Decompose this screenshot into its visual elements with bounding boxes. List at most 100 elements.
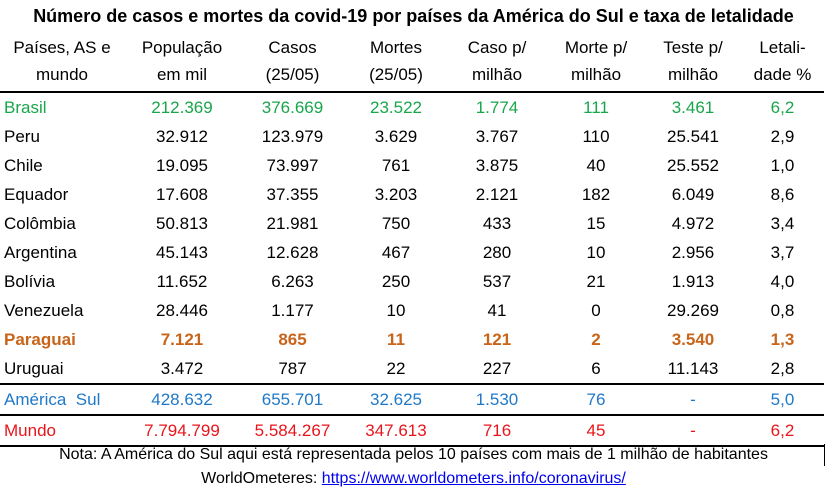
- cell-tests-per-million: 25.552: [667, 156, 719, 175]
- header-cases-per-million: Caso p/milhão: [447, 32, 547, 93]
- cell-cases: 21.981: [266, 214, 319, 233]
- header-row: Países, AS e mundo População em mil Casos(…: [0, 32, 824, 93]
- cell-population: 19.095: [156, 156, 208, 175]
- cell-population: 7.794.799: [124, 415, 240, 447]
- cell-lethality: 2,8: [741, 354, 824, 385]
- note-divider: [824, 444, 825, 466]
- cell-deaths-per-million: 182: [581, 185, 611, 204]
- cell-cases: 5.584.267: [240, 415, 345, 447]
- header-deaths-per-million: Morte p/milhão: [547, 32, 645, 93]
- header-lethality: Letali-dade %: [741, 32, 824, 93]
- cell-deaths: 11: [387, 330, 405, 349]
- cell-cases-per-million: 280: [482, 243, 512, 262]
- cell-tests-per-million: 3.540: [671, 330, 715, 349]
- cell-deaths-per-million: 111: [583, 98, 609, 117]
- cell-lethality: 1,0: [770, 156, 795, 175]
- cell-country: Bolívia: [4, 272, 56, 291]
- cell-cases-per-million: 537: [482, 272, 512, 291]
- cell-lethality: 0,8: [770, 301, 795, 320]
- cell-tests-per-million: -: [645, 415, 741, 447]
- cell-lethality: 5,0: [741, 384, 824, 416]
- cell-cases: 37.355: [266, 185, 319, 204]
- cell-tests-per-million: -: [645, 384, 741, 416]
- cell-cases: 73.997: [266, 156, 319, 175]
- cell-lethality: 6,2: [741, 415, 824, 447]
- cell-deaths: 22: [345, 354, 447, 385]
- cell-tests-per-million: 1.913: [671, 272, 715, 291]
- table-title: Número de casos e mortes da covid-19 por…: [33, 6, 794, 26]
- cell-deaths-per-million: 6: [547, 354, 645, 385]
- cell-deaths: 347.613: [345, 415, 447, 447]
- cell-country: Paraguai: [4, 330, 76, 349]
- cell-population: 50.813: [156, 214, 208, 233]
- cell-country: Uruguai: [0, 354, 124, 385]
- cell-cases-per-million: 716: [447, 415, 547, 447]
- cell-deaths: 10: [386, 301, 406, 320]
- row-venezuela: Venezuela 28.446 1.177 10 41 0 29.269 0,…: [0, 296, 824, 325]
- cell-lethality: 4,0: [770, 272, 795, 291]
- row-chile: Chile 19.095 73.997 761 3.875 40 25.552 …: [0, 151, 824, 180]
- cell-lethality: 6,2: [770, 98, 795, 117]
- row-peru: Peru 32.912 123.979 3.629 3.767 110 25.5…: [0, 122, 824, 151]
- cell-deaths-per-million: 21: [586, 272, 606, 291]
- cell-population: 212.369: [151, 98, 213, 117]
- cell-lethality: 2,9: [770, 127, 795, 146]
- header-country: Países, AS e mundo: [0, 32, 124, 93]
- cell-tests-per-million: 29.269: [667, 301, 719, 320]
- cell-cases-per-million: 41: [487, 301, 507, 320]
- cell-lethality: 1,3: [770, 330, 795, 349]
- cell-population: 7.121: [160, 330, 204, 349]
- cell-cases-per-million: 3.875: [475, 156, 519, 175]
- cell-deaths-per-million: 10: [586, 243, 606, 262]
- cell-cases-per-million: 433: [482, 214, 512, 233]
- cell-country: Mundo: [0, 415, 124, 447]
- cell-tests-per-million: 2.956: [671, 243, 715, 262]
- cell-deaths: 467: [381, 243, 411, 262]
- cell-cases: 12.628: [266, 243, 319, 262]
- cell-cases-per-million: 1.530: [447, 384, 547, 416]
- cell-lethality: 3,4: [770, 214, 795, 233]
- cell-tests-per-million: 25.541: [667, 127, 719, 146]
- row-brasil: Brasil 212.369 376.669 23.522 1.774 111 …: [0, 92, 824, 122]
- cell-population: 32.912: [156, 127, 208, 146]
- cell-country: Equador: [4, 185, 69, 204]
- source-link[interactable]: https://www.worldometers.info/coronaviru…: [321, 470, 626, 487]
- row-colombia: Colômbia 50.813 21.981 750 433 15 4.972 …: [0, 209, 824, 238]
- cell-country: Colômbia: [4, 214, 76, 233]
- row-america-sul: América Sul 428.632 655.701 32.625 1.530…: [0, 384, 824, 416]
- cell-cases-per-million: 3.767: [475, 127, 519, 146]
- cell-deaths-per-million: 0: [591, 301, 601, 320]
- covid-table: Países, AS e mundo População em mil Casos(…: [0, 32, 824, 447]
- row-uruguai: Uruguai 3.472 787 22 227 6 11.143 2,8: [0, 354, 824, 385]
- cell-country: América Sul: [0, 384, 124, 416]
- row-bolivia: Bolívia 11.652 6.263 250 537 21 1.913 4,…: [0, 267, 824, 296]
- cell-population: 28.446: [156, 301, 208, 320]
- cell-deaths-per-million: 45: [547, 415, 645, 447]
- cell-deaths: 750: [381, 214, 411, 233]
- source-label: WorldOmeteres:: [201, 470, 322, 487]
- cell-deaths-per-million: 40: [586, 156, 606, 175]
- cell-deaths-per-million: 110: [582, 127, 610, 146]
- cell-cases-per-million: 121: [482, 330, 512, 349]
- source-line: WorldOmeteres: https://www.worldometers.…: [0, 467, 827, 491]
- cell-deaths-per-million: 2: [591, 330, 601, 349]
- header-cases: Casos (25/05): [240, 32, 345, 93]
- footnote: Nota: A América do Sul aqui está represe…: [59, 446, 768, 463]
- cell-lethality: 8,6: [770, 185, 795, 204]
- cell-country: Peru: [4, 127, 40, 146]
- cell-country: Chile: [4, 156, 43, 175]
- row-paraguai: Paraguai 7.121 865 11 121 2 3.540 1,3: [0, 325, 824, 354]
- cell-cases: 1.177: [271, 301, 314, 320]
- cell-country: Brasil: [4, 98, 47, 117]
- row-mundo: Mundo 7.794.799 5.584.267 347.613 716 45…: [0, 415, 824, 447]
- header-deaths: Mortes (25/05): [345, 32, 447, 93]
- cell-tests-per-million: 11.143: [645, 354, 741, 385]
- cell-tests-per-million: 3.461: [671, 98, 715, 117]
- cell-cases: 6.263: [271, 272, 314, 291]
- row-argentina: Argentina 45.143 12.628 467 280 10 2.956…: [0, 238, 824, 267]
- cell-deaths-per-million: 15: [586, 214, 606, 233]
- cell-cases-per-million: 227: [447, 354, 547, 385]
- cell-cases: 865: [278, 330, 307, 349]
- cell-deaths: 23.522: [370, 98, 422, 117]
- cell-population: 3.472: [124, 354, 240, 385]
